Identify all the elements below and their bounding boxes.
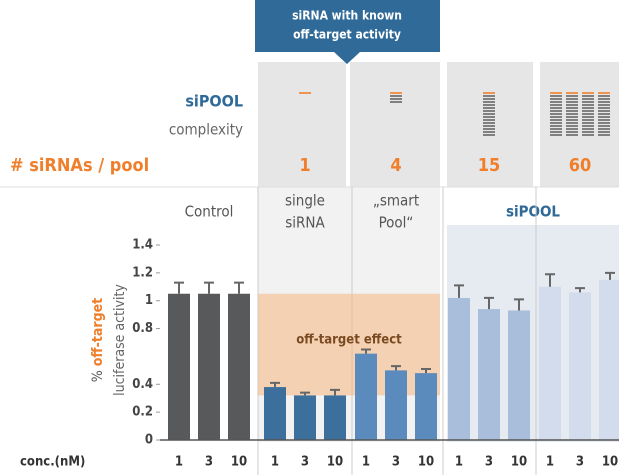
y-axis-title-part: % — [90, 370, 106, 382]
y-tick-label: 0.2 — [132, 405, 153, 420]
x-tick-label: 1 — [271, 455, 279, 470]
error-bar — [484, 296, 494, 310]
x-tick-label: 3 — [301, 455, 309, 470]
bar — [415, 373, 437, 440]
bar — [599, 279, 619, 440]
pool-count: 1 — [299, 155, 310, 176]
bar — [228, 293, 250, 440]
header-panel — [540, 62, 619, 187]
x-tick-label: 1 — [175, 455, 183, 470]
x-tick-label: 10 — [418, 455, 434, 470]
x-tick-label: 1 — [362, 455, 370, 470]
pool-count: 4 — [390, 155, 401, 176]
group-label: single — [285, 192, 325, 210]
x-tick-label: 1 — [546, 455, 554, 470]
bar — [294, 395, 316, 440]
group-label: siRNA — [285, 214, 325, 232]
off-target-band — [258, 293, 440, 396]
pool-count: 60 — [569, 155, 592, 176]
group-label: Pool“ — [379, 214, 414, 232]
error-bar — [174, 281, 184, 294]
error-bar — [454, 284, 464, 298]
error-bar — [204, 281, 214, 294]
y-tick-label: 1.2 — [132, 265, 153, 280]
header-panel — [258, 62, 346, 187]
bar — [569, 292, 591, 440]
error-bar — [234, 281, 244, 294]
x-tick-label: 10 — [231, 455, 247, 470]
bar — [264, 387, 286, 440]
bar — [448, 297, 470, 440]
x-tick-label: 3 — [205, 455, 213, 470]
complexity-label: siPOOL — [185, 92, 243, 111]
y-tick-label: 0.4 — [132, 377, 153, 392]
x-tick-label: 3 — [392, 455, 400, 470]
error-bar — [361, 348, 371, 354]
error-bar — [300, 391, 310, 396]
y-axis-title-part: off-target — [90, 298, 106, 366]
y-tick-label: 1 — [145, 293, 153, 308]
bar — [385, 370, 407, 440]
x-tick-label: 10 — [511, 455, 527, 470]
bar — [355, 353, 377, 440]
annotation: off-target effect — [296, 333, 402, 348]
bar — [478, 309, 500, 440]
x-tick-label: 3 — [485, 455, 493, 470]
complexity-label: complexity — [169, 121, 243, 139]
pool-count: 15 — [478, 155, 501, 176]
callout-text: off-target activity — [293, 28, 401, 42]
y-axis-title: % off-target — [90, 298, 106, 382]
error-bar — [575, 287, 585, 293]
bar — [324, 395, 346, 440]
y-tick-label: 0 — [145, 433, 153, 448]
error-bar — [421, 367, 431, 374]
error-bar — [545, 273, 555, 287]
x-tick-label: 1 — [455, 455, 463, 470]
callout — [255, 0, 440, 64]
x-tick-label: 3 — [576, 455, 584, 470]
x-tick-label: 10 — [327, 455, 343, 470]
plot-panel — [447, 225, 619, 442]
group-label: Control — [185, 203, 234, 221]
bar — [198, 293, 220, 440]
pool-label: # siRNAs / pool — [10, 155, 149, 176]
y-axis-title: luciferase activity — [112, 284, 128, 396]
y-tick-label: 0.8 — [132, 321, 153, 336]
header-panel — [447, 62, 533, 187]
x-tick-label: 10 — [602, 455, 618, 470]
bar — [168, 293, 190, 440]
y-tick-label: 1.4 — [132, 238, 153, 253]
group-label: siPOOL — [506, 203, 560, 221]
error-bar — [605, 271, 615, 280]
group-label: „smart — [373, 192, 419, 210]
error-bar — [270, 381, 280, 388]
error-bar — [391, 365, 401, 371]
bar — [539, 286, 561, 440]
bar — [508, 310, 530, 440]
error-bar — [514, 298, 524, 311]
x-axis-title: conc.(nM) — [20, 455, 85, 470]
callout-text: siRNA with known — [292, 9, 402, 23]
error-bar — [330, 388, 340, 396]
header-panel — [350, 62, 440, 187]
